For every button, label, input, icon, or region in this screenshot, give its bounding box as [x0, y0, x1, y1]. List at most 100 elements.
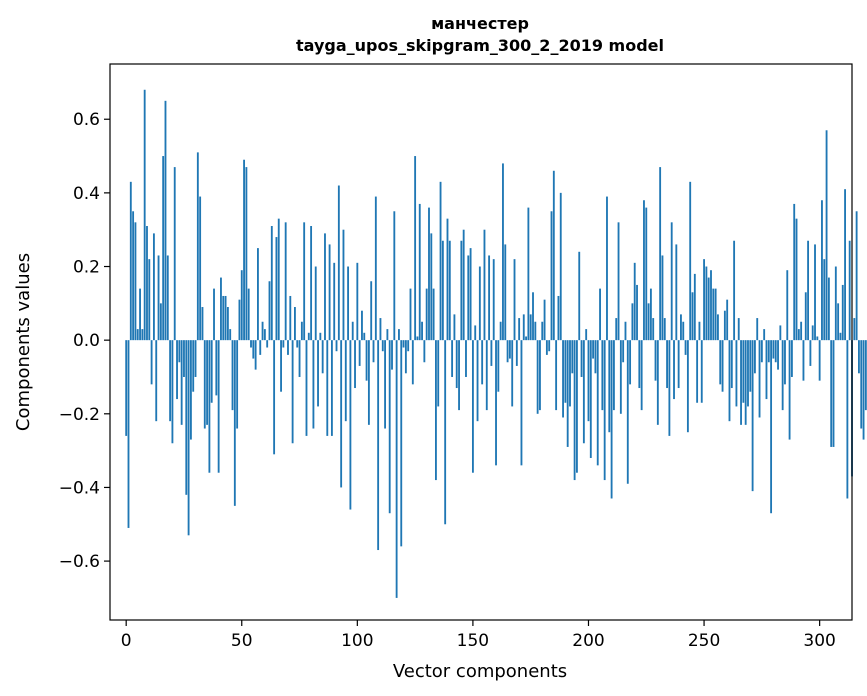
bar-174 [527, 207, 530, 341]
bar-38 [213, 288, 215, 341]
bar-161 [497, 340, 500, 392]
bar-266 [740, 340, 742, 425]
x-axis-label: Vector components [393, 661, 567, 682]
bar-158 [490, 340, 493, 366]
y-tick-label: 0.6 [73, 110, 100, 130]
bar-21 [173, 167, 176, 341]
bar-64 [273, 340, 276, 455]
bar-60 [263, 329, 266, 341]
bar-45 [229, 329, 232, 341]
bar-12 [152, 233, 155, 341]
bar-56 [254, 340, 257, 370]
bar-301 [821, 200, 823, 341]
bar-220 [633, 262, 636, 341]
bar-181 [543, 299, 546, 341]
bar-207 [603, 340, 606, 481]
bar-68 [282, 340, 285, 348]
bar-3 [132, 211, 135, 341]
bar-297 [811, 325, 814, 341]
chart-title-line1: манчестер [431, 14, 529, 33]
bar-14 [157, 255, 160, 341]
bar-243 [686, 340, 689, 433]
bar-13 [155, 340, 158, 422]
bar-179 [539, 340, 541, 411]
bar-78 [305, 340, 308, 436]
bar-104 [365, 340, 368, 381]
bar-4 [134, 222, 137, 341]
bar-178 [536, 340, 539, 414]
bar-283 [779, 325, 782, 341]
bar-71 [289, 295, 292, 341]
bar-184 [550, 211, 553, 341]
bar-29 [192, 340, 195, 392]
bar-268 [744, 340, 747, 425]
bar-66 [277, 218, 280, 341]
bar-130 [425, 288, 428, 341]
bar-214 [619, 340, 622, 414]
bar-132 [430, 233, 433, 341]
bar-79 [307, 332, 310, 341]
bar-150 [471, 340, 474, 473]
bar-253 [710, 270, 712, 341]
bar-151 [474, 325, 477, 341]
bar-259 [723, 310, 726, 341]
bar-136 [439, 181, 442, 341]
bar-199 [585, 329, 588, 341]
bar-255 [714, 288, 717, 341]
bar-211 [612, 340, 615, 411]
x-axis-ticks: 0 50 100 150 200 250 300 [121, 620, 836, 651]
bar-196 [578, 251, 581, 341]
bar-236 [670, 222, 673, 341]
bar-269 [747, 340, 749, 407]
bar-114 [388, 340, 391, 514]
bar-70 [287, 340, 289, 355]
bar-204 [596, 340, 599, 466]
bar-187 [557, 295, 560, 341]
bar-48 [236, 340, 239, 429]
bar-39 [215, 340, 218, 396]
bar-164 [504, 244, 507, 341]
bar-234 [666, 340, 668, 389]
bar-197 [580, 340, 583, 377]
bar-155 [483, 229, 486, 341]
bar-129 [423, 340, 426, 363]
bar-7 [141, 329, 144, 341]
bar-159 [492, 259, 495, 341]
bar-25 [183, 340, 185, 377]
bar-51 [243, 159, 245, 341]
bar-311 [844, 189, 846, 341]
bar-212 [615, 318, 618, 341]
bar-198 [582, 340, 585, 444]
bar-265 [737, 318, 740, 341]
bar-54 [250, 340, 252, 348]
bar-233 [663, 318, 666, 341]
x-tick-label: 300 [803, 631, 835, 651]
bar-171 [520, 340, 523, 466]
bar-59 [261, 321, 264, 341]
bar-286 [786, 270, 789, 341]
bar-285 [784, 340, 786, 385]
bar-215 [622, 340, 625, 363]
bar-170 [518, 318, 521, 341]
bar-83 [317, 340, 319, 407]
bar-55 [252, 340, 255, 359]
bar-31 [196, 152, 199, 341]
bar-6 [139, 288, 141, 341]
bar-72 [291, 340, 294, 444]
bar-242 [684, 340, 687, 355]
bar-315 [853, 318, 856, 341]
x-tick-label: 0 [121, 631, 132, 651]
bar-2 [129, 181, 132, 341]
bar-110 [379, 318, 382, 341]
bar-200 [587, 340, 590, 422]
bar-75 [298, 340, 301, 377]
y-axis-ticks: −0.6 −0.4 −0.2 0.0 0.2 0.4 0.6 [59, 110, 110, 572]
bar-156 [485, 340, 488, 411]
bar-9 [146, 226, 148, 341]
bar-176 [532, 292, 534, 341]
bar-115 [391, 340, 393, 370]
y-tick-label: −0.4 [59, 478, 100, 498]
bar-36 [208, 340, 211, 473]
bar-305 [830, 340, 833, 447]
bar-275 [760, 340, 763, 363]
